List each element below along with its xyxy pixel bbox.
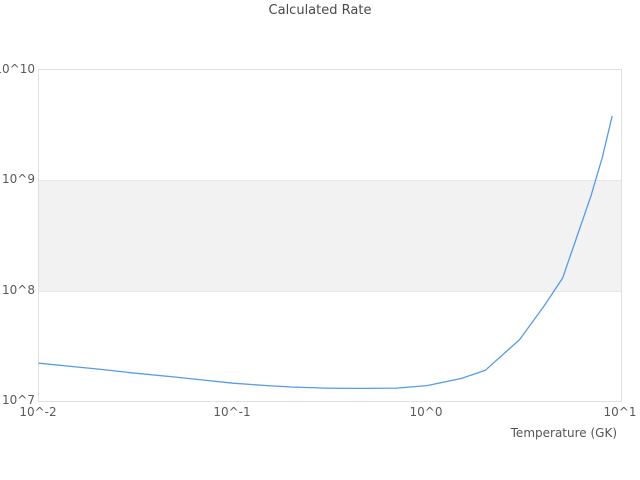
chart-title: Calculated Rate: [268, 3, 372, 18]
plot-area: [38, 69, 622, 402]
line-chart-svg: [38, 115, 613, 390]
y-tick-label: 10^7: [2, 393, 35, 407]
rate-line-series: [38, 115, 613, 390]
y-tick-label: 10^10: [0, 62, 35, 76]
grid-band: [39, 180, 621, 291]
y-tick-label: 10^8: [2, 282, 35, 297]
h-gridline: [39, 180, 621, 182]
x-tick-label: 10^0: [409, 405, 443, 419]
h-gridline: [39, 290, 621, 292]
x-tick-label: 10^1: [603, 405, 637, 419]
x-tick-label: 10^-2: [19, 405, 57, 419]
x-tick-label: 10^-1: [213, 405, 251, 419]
y-tick-label: 10^9: [2, 172, 35, 187]
x-axis-title: Temperature (GK): [510, 426, 617, 440]
